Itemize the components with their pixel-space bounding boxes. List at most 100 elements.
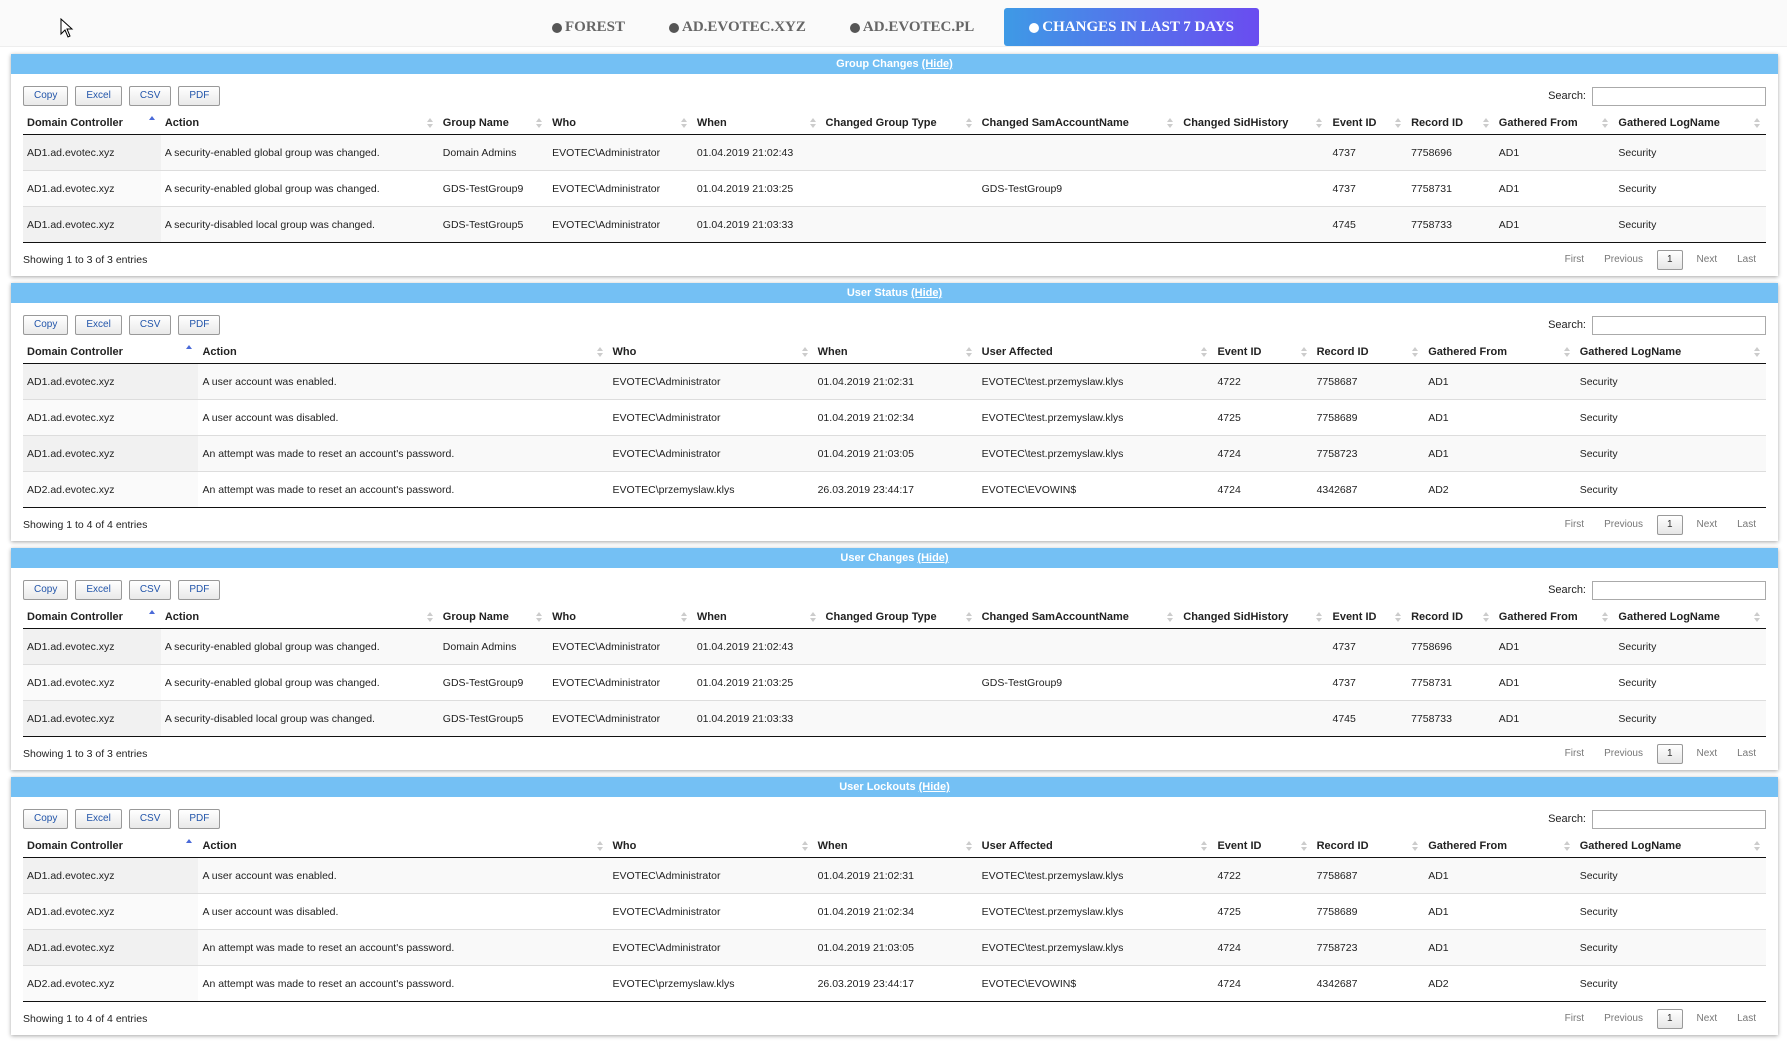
export-button[interactable]: Excel xyxy=(75,580,122,600)
column-header[interactable]: When xyxy=(813,341,978,364)
column-header[interactable]: Changed Group Type xyxy=(821,112,978,135)
column-header[interactable]: Domain Controller xyxy=(23,835,199,858)
nav-tab[interactable]: FOREST xyxy=(530,8,647,46)
column-header[interactable]: Changed SidHistory xyxy=(1179,606,1329,629)
page-button[interactable]: First xyxy=(1564,254,1585,265)
page-button[interactable]: First xyxy=(1564,519,1585,530)
column-header[interactable]: Changed SamAccountName xyxy=(977,112,1180,135)
export-button[interactable]: PDF xyxy=(178,809,221,829)
column-header[interactable]: Event ID xyxy=(1213,835,1313,858)
export-button[interactable]: CSV xyxy=(128,809,172,829)
page-button[interactable]: Previous xyxy=(1604,254,1643,265)
column-header[interactable]: When xyxy=(813,835,978,858)
column-header[interactable]: Action xyxy=(198,835,609,858)
export-button[interactable]: PDF xyxy=(178,580,221,600)
export-button[interactable]: Excel xyxy=(75,315,122,335)
hide-link[interactable]: (Hide) xyxy=(917,552,949,564)
column-header[interactable]: Gathered From xyxy=(1424,835,1576,858)
page-button[interactable]: Last xyxy=(1737,748,1756,759)
column-header[interactable]: Who xyxy=(608,341,814,364)
table-row: AD1.ad.evotec.xyz A security-disabled loc… xyxy=(23,700,1766,737)
nav-tab[interactable]: AD.EVOTEC.PL xyxy=(828,8,996,46)
export-button[interactable]: PDF xyxy=(178,315,221,335)
column-header[interactable]: Gathered LogName xyxy=(1614,606,1766,629)
page-button[interactable]: Previous xyxy=(1604,748,1643,759)
table-body: AD1.ad.evotec.xyz A security-enabled glob… xyxy=(23,628,1766,737)
table-cell: 01.04.2019 21:02:43 xyxy=(692,628,822,665)
column-header[interactable]: Domain Controller xyxy=(23,112,161,135)
nav-tab[interactable]: CHANGES IN LAST 7 DAYS xyxy=(1004,8,1260,46)
table-cell: AD1.ad.evotec.xyz xyxy=(23,857,199,894)
column-header[interactable]: Group Name xyxy=(438,606,549,629)
column-header[interactable]: Domain Controller xyxy=(23,341,199,364)
export-button[interactable]: Copy xyxy=(23,809,69,829)
column-header[interactable]: Record ID xyxy=(1407,606,1495,629)
column-header[interactable]: Record ID xyxy=(1312,835,1425,858)
column-header[interactable]: Who xyxy=(548,606,693,629)
export-button[interactable]: Excel xyxy=(75,86,122,106)
export-button[interactable]: CSV xyxy=(128,86,172,106)
table-section: User Lockouts (Hide) Copy Excel CSV PDF Search… xyxy=(11,777,1778,1035)
column-header[interactable]: Gathered LogName xyxy=(1575,835,1766,858)
column-header[interactable]: Who xyxy=(548,112,693,135)
page-button[interactable]: Previous xyxy=(1604,519,1643,530)
page-button[interactable]: Next xyxy=(1696,254,1718,265)
hide-link[interactable]: (Hide) xyxy=(918,781,950,793)
search-input[interactable] xyxy=(1592,86,1766,106)
column-header[interactable]: Changed SidHistory xyxy=(1179,112,1329,135)
page-button[interactable]: Previous xyxy=(1604,1013,1643,1024)
page-button[interactable]: Last xyxy=(1737,519,1756,530)
column-header[interactable]: Gathered From xyxy=(1424,341,1576,364)
column-header[interactable]: Group Name xyxy=(438,112,549,135)
page-button[interactable]: Next xyxy=(1696,1013,1718,1024)
section-body: Copy Excel CSV PDF Search: Domain Controller A… xyxy=(11,74,1778,276)
column-header[interactable]: Event ID xyxy=(1328,606,1408,629)
column-header[interactable]: User Affected xyxy=(977,341,1214,364)
column-header[interactable]: When xyxy=(692,606,822,629)
page-button[interactable]: Last xyxy=(1737,1013,1756,1024)
export-button[interactable]: Copy xyxy=(23,580,69,600)
export-button[interactable]: Copy xyxy=(23,315,69,335)
column-header[interactable]: When xyxy=(692,112,822,135)
column-header[interactable]: Record ID xyxy=(1407,112,1495,135)
hide-link[interactable]: (Hide) xyxy=(921,58,953,70)
export-button[interactable]: Excel xyxy=(75,809,122,829)
page-button[interactable]: First xyxy=(1564,1013,1585,1024)
page-button[interactable]: Next xyxy=(1696,748,1718,759)
page-button[interactable]: Last xyxy=(1737,254,1756,265)
export-button[interactable]: CSV xyxy=(128,580,172,600)
page-button[interactable]: 1 xyxy=(1656,249,1683,270)
column-header[interactable]: Who xyxy=(608,835,814,858)
column-header[interactable]: Gathered From xyxy=(1494,112,1615,135)
table-cell: 01.04.2019 21:03:25 xyxy=(692,170,822,207)
column-header[interactable]: Gathered LogName xyxy=(1614,112,1766,135)
hide-link[interactable]: (Hide) xyxy=(910,287,943,299)
column-header[interactable]: Event ID xyxy=(1328,112,1408,135)
column-header[interactable]: Gathered From xyxy=(1494,606,1615,629)
table-cell: 4725 xyxy=(1213,893,1313,930)
export-button[interactable]: CSV xyxy=(128,315,172,335)
page-button[interactable]: Next xyxy=(1696,519,1718,530)
column-header[interactable]: User Affected xyxy=(977,835,1214,858)
page-button[interactable]: 1 xyxy=(1656,1008,1683,1029)
column-header[interactable]: Changed SamAccountName xyxy=(977,606,1180,629)
column-header[interactable]: Record ID xyxy=(1312,341,1425,364)
page-button[interactable]: 1 xyxy=(1656,514,1683,535)
export-button[interactable]: Copy xyxy=(23,86,69,106)
column-header[interactable]: Domain Controller xyxy=(23,606,161,629)
column-header[interactable]: Action xyxy=(160,112,439,135)
table-cell xyxy=(977,134,1180,171)
search-input[interactable] xyxy=(1592,580,1766,600)
column-header[interactable]: Event ID xyxy=(1213,341,1313,364)
nav-tab[interactable]: AD.EVOTEC.XYZ xyxy=(647,8,828,46)
column-header[interactable]: Action xyxy=(160,606,439,629)
page-button[interactable]: First xyxy=(1564,748,1585,759)
search-input[interactable] xyxy=(1592,315,1766,335)
data-table: Domain Controller Action Who When User Affec… xyxy=(23,341,1766,508)
column-header[interactable]: Gathered LogName xyxy=(1575,341,1766,364)
column-header[interactable]: Action xyxy=(198,341,609,364)
column-header[interactable]: Changed Group Type xyxy=(821,606,978,629)
page-button[interactable]: 1 xyxy=(1656,743,1683,764)
export-button[interactable]: PDF xyxy=(178,86,221,106)
search-input[interactable] xyxy=(1592,809,1766,829)
